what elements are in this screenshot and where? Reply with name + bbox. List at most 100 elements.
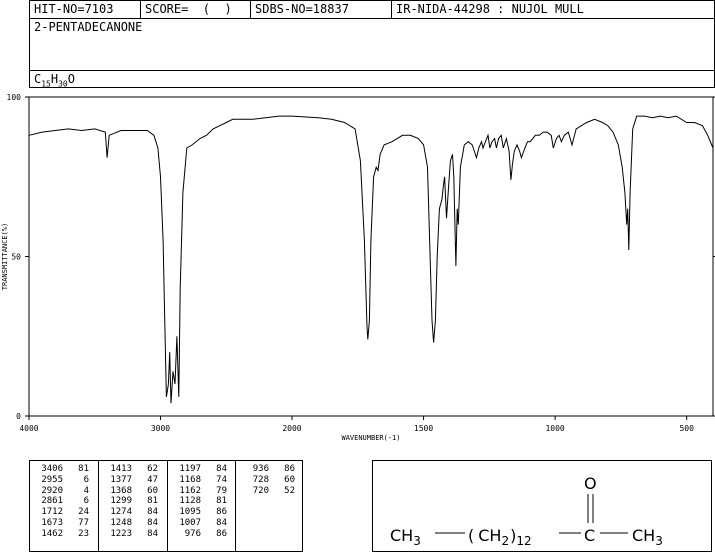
peak-transmittance: 47	[147, 474, 158, 485]
header-block: HIT-NO=7103 SCORE= ( ) SDBS-NO=18837 IR-…	[29, 0, 715, 88]
peak-row: 2920 4	[33, 486, 89, 497]
peak-row: 1162 79	[171, 486, 227, 497]
peak-row: 1223 84	[102, 529, 158, 540]
peak-row: 1673 77	[33, 518, 89, 529]
peak-column-2: 1413 62 1377 47 1368 60 1299 81 1274 84 1248 84 1223…	[102, 464, 158, 540]
peak-transmittance: 24	[78, 507, 89, 518]
peak-wavenumber: 1128	[179, 496, 201, 507]
peak-wavenumber: 1377	[110, 474, 132, 485]
x-tick-label: 3000	[151, 424, 170, 433]
y-tick-label: 100	[7, 93, 22, 102]
peak-row: 728 60	[239, 475, 295, 486]
peak-wavenumber: 2920	[41, 485, 63, 496]
peak-transmittance: 62	[147, 464, 158, 474]
formula-c: C	[34, 72, 42, 86]
sdbs-number: SDBS-NO=18837	[251, 1, 392, 18]
peak-transmittance: 86	[284, 464, 295, 474]
peak-row: 936 86	[239, 464, 295, 475]
peak-row: 1274 84	[102, 507, 158, 518]
molecular-formula: C15H30O	[34, 72, 75, 88]
peak-wavenumber: 1462	[41, 528, 63, 539]
peak-row: 1197 84	[171, 464, 227, 475]
peak-wavenumber: 728	[252, 474, 269, 485]
peak-row: 1299 81	[102, 496, 158, 507]
peak-transmittance: 6	[83, 474, 89, 485]
peak-row: 1413 62	[102, 464, 158, 475]
ir-code: IR-NIDA-44298 : NUJOL MULL	[396, 2, 584, 16]
peak-wavenumber: 1274	[110, 507, 132, 518]
peak-wavenumber: 976	[184, 528, 201, 539]
peak-column-4: 936 86 728 60 720 52	[239, 464, 295, 496]
peak-transmittance: 84	[147, 507, 158, 518]
peak-transmittance: 84	[216, 464, 227, 474]
peak-transmittance: 81	[147, 496, 158, 507]
peak-transmittance: 74	[216, 474, 227, 485]
score: SCORE= ( )	[141, 1, 251, 18]
peak-row: 1712 24	[33, 507, 89, 518]
carbonyl-carbon: C	[584, 526, 595, 545]
peak-transmittance: 81	[78, 464, 89, 474]
peak-row: 1462 23	[33, 529, 89, 540]
peak-column-3: 1197 84 1168 74 1162 79 1128 81 1095 86 1007 84 976 8…	[171, 464, 227, 540]
peak-transmittance: 60	[284, 474, 295, 485]
oxygen-atom: O	[584, 474, 597, 493]
peak-wavenumber: 720	[252, 485, 269, 496]
formula-h-count: 30	[58, 79, 68, 89]
peak-wavenumber: 1712	[41, 507, 63, 518]
peak-transmittance: 23	[78, 528, 89, 539]
peak-row: 720 52	[239, 486, 295, 497]
peak-transmittance: 6	[83, 496, 89, 507]
peak-transmittance: 60	[147, 485, 158, 496]
peak-wavenumber: 2955	[41, 474, 63, 485]
peak-row: 3406 81	[33, 464, 89, 475]
peak-wavenumber: 1673	[41, 517, 63, 528]
x-axis-label: WAVENUMBER(-1)	[341, 434, 400, 442]
peak-row: 1007 84	[171, 518, 227, 529]
peak-wavenumber: 2861	[41, 496, 63, 507]
header-divider-bottom	[30, 70, 714, 71]
peak-row: 1368 60	[102, 486, 158, 497]
y-axis-label: TRANSMITTANCE(%)	[1, 223, 9, 290]
peak-wavenumber: 1248	[110, 517, 132, 528]
x-tick-label: 2000	[282, 424, 301, 433]
peak-row: 1377 47	[102, 475, 158, 486]
x-tick-label: 500	[679, 424, 694, 433]
peak-column-1: 3406 81 2955 6 2920 4 2861 6 1712 24 1673 77 1462 23	[33, 464, 89, 540]
peak-wavenumber: 1095	[179, 507, 201, 518]
peak-transmittance: 86	[216, 507, 227, 518]
peak-wavenumber: 1223	[110, 528, 132, 539]
peak-row: 976 86	[171, 529, 227, 540]
peak-wavenumber: 1007	[179, 517, 201, 528]
structure-svg: O CH3 (CH2)12 C CH3	[390, 474, 663, 548]
peak-transmittance: 4	[83, 485, 89, 496]
peak-wavenumber: 1162	[179, 485, 201, 496]
peak-transmittance: 86	[216, 528, 227, 539]
methylene-chain: (CH2)12	[468, 526, 532, 548]
y-tick-label: 0	[16, 412, 21, 421]
peak-column-divider	[167, 461, 168, 551]
peak-wavenumber: 1368	[110, 485, 132, 496]
peak-wavenumber: 1299	[110, 496, 132, 507]
peak-wavenumber: 1168	[179, 474, 201, 485]
peak-row: 2955 6	[33, 475, 89, 486]
peak-row: 1248 84	[102, 518, 158, 529]
peak-transmittance: 79	[216, 485, 227, 496]
x-tick-label: 1000	[545, 424, 564, 433]
peak-transmittance: 84	[216, 517, 227, 528]
structure-diagram: O CH3 (CH2)12 C CH3	[372, 460, 712, 552]
peak-transmittance: 84	[147, 528, 158, 539]
peak-transmittance: 77	[78, 517, 89, 528]
peak-wavenumber: 1413	[110, 464, 132, 474]
peak-transmittance: 84	[147, 517, 158, 528]
methyl-right: CH3	[632, 526, 663, 548]
methyl-left: CH3	[390, 526, 421, 548]
peak-wavenumber: 936	[252, 464, 269, 474]
x-tick-label: 4000	[19, 424, 38, 433]
peak-column-divider	[235, 461, 236, 551]
header-divider-top	[30, 18, 714, 19]
formula-c-count: 15	[41, 79, 51, 89]
y-tick-label: 50	[11, 253, 21, 262]
formula-h: H	[50, 72, 59, 86]
peak-wavenumber: 1197	[179, 464, 201, 474]
